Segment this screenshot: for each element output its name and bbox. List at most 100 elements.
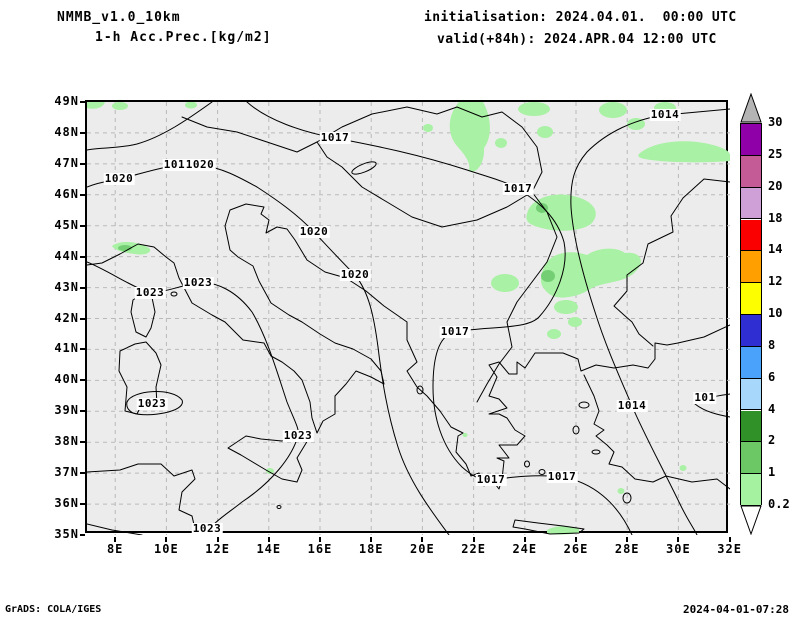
isobar-1014 bbox=[570, 108, 730, 535]
lat-tick-label: 41N bbox=[54, 341, 79, 356]
lat-tick-label: 43N bbox=[54, 279, 79, 294]
island-corfu bbox=[416, 385, 424, 395]
lon-tick-mark bbox=[370, 537, 373, 542]
lat-tick-label: 46N bbox=[54, 186, 79, 201]
lon-tick-label: 32E bbox=[717, 542, 742, 556]
lat-tick-label: 42N bbox=[54, 310, 79, 325]
lon-tick-label: 8E bbox=[106, 542, 124, 556]
lon-tick-label: 12E bbox=[205, 542, 230, 556]
lon-tick-mark bbox=[421, 537, 424, 542]
island-naxos bbox=[538, 469, 546, 475]
contour-label-1020: 1020 bbox=[103, 172, 135, 185]
lat-tick-mark bbox=[80, 317, 85, 320]
coast-italy bbox=[87, 203, 730, 490]
contour-label-1020: 1020 bbox=[298, 225, 330, 238]
colorbar-body bbox=[740, 123, 762, 506]
valid-time: valid(+84h): 2024.APR.04 12:00 UTC bbox=[437, 32, 717, 47]
colorbar-value-label: 18 bbox=[768, 210, 783, 225]
colorbar-value-label: 30 bbox=[768, 115, 783, 129]
coastlines bbox=[87, 178, 730, 535]
colorbar-segment bbox=[741, 155, 761, 188]
lon-tick-label: 26E bbox=[563, 542, 589, 556]
coast-corsica bbox=[130, 287, 156, 338]
lat-tick-mark bbox=[80, 379, 85, 382]
contour-label-1023: 1023 bbox=[134, 286, 166, 299]
colorbar-value-label: 10 bbox=[768, 306, 783, 320]
lon-tick-label: 18E bbox=[358, 542, 384, 556]
lon-tick-mark bbox=[216, 537, 219, 542]
lon-tick-mark bbox=[267, 537, 270, 542]
colorbar-value-label: 1 bbox=[768, 465, 776, 480]
creation-timestamp: 2024-04-01-07:28 bbox=[683, 603, 789, 616]
colorbar-segment bbox=[741, 219, 761, 252]
island-andros bbox=[524, 460, 530, 468]
colorbar-segment bbox=[741, 251, 761, 284]
contour-label-1023: 1023 bbox=[182, 276, 214, 289]
lon-tick-mark bbox=[523, 537, 526, 542]
grads-credit: GrADS: COLA/IGES bbox=[5, 604, 102, 615]
island-lesbos bbox=[578, 401, 590, 409]
isobar-1023-loop bbox=[126, 391, 183, 416]
colorbar-segment bbox=[741, 410, 761, 443]
lat-tick-label: 35N bbox=[54, 527, 79, 541]
colorbar-bottom-arrow bbox=[740, 505, 762, 535]
country-borders bbox=[181, 106, 558, 403]
lat-tick-mark bbox=[80, 503, 85, 506]
lon-tick-label: 20E bbox=[410, 542, 435, 556]
contour-label-1023: 1023 bbox=[191, 522, 223, 535]
contour-label-1017: 1017 bbox=[439, 325, 471, 338]
colorbar-value-label: 25 bbox=[768, 146, 783, 161]
coast-sicily bbox=[227, 434, 312, 483]
lon-tick-label: 24E bbox=[512, 542, 538, 556]
colorbar-value-label: 12 bbox=[768, 274, 783, 289]
contour-label-1023: 1023 bbox=[282, 429, 314, 442]
lat-tick-label: 49N bbox=[54, 94, 79, 108]
colorbar-value-label: 20 bbox=[768, 178, 783, 193]
contour-label-1020: 1020 bbox=[339, 268, 371, 281]
contour-label-1014: 1014 bbox=[616, 399, 648, 412]
lat-tick-mark bbox=[80, 472, 85, 475]
lat-tick-mark bbox=[80, 255, 85, 258]
lon-tick-mark bbox=[319, 537, 321, 542]
lat-tick-mark bbox=[80, 441, 85, 444]
coast-crete bbox=[512, 519, 585, 535]
lat-tick-mark bbox=[80, 410, 85, 413]
isobar-1017-topleft bbox=[87, 102, 213, 151]
colorbar-segment bbox=[741, 283, 761, 315]
lat-tick-label: 47N bbox=[54, 155, 79, 170]
lat-tick-mark bbox=[80, 193, 85, 196]
colorbar-segment bbox=[741, 378, 761, 411]
lon-tick-mark bbox=[472, 537, 475, 542]
border-slovenia bbox=[181, 116, 318, 153]
colorbar-segment bbox=[741, 474, 761, 506]
lat-tick-label: 45N bbox=[54, 217, 79, 232]
coast-black-sea-west bbox=[613, 178, 730, 347]
model-name: NMMB_v1.0_10km bbox=[57, 10, 181, 25]
coast-north-africa bbox=[87, 463, 198, 535]
lat-tick-label: 38N bbox=[54, 434, 79, 449]
contour-label-1017: 1017 bbox=[475, 473, 507, 486]
isobar-right-edge bbox=[694, 393, 730, 418]
island-malta bbox=[276, 505, 282, 509]
lat-tick-label: 48N bbox=[54, 124, 79, 139]
colorbar-segment bbox=[741, 187, 761, 220]
lat-tick-mark bbox=[80, 101, 85, 103]
lon-tick-label: 30E bbox=[666, 542, 691, 556]
lat-tick-label: 36N bbox=[54, 496, 79, 511]
lon-tick-mark bbox=[677, 537, 680, 542]
colorbar-value-label: 0.2 bbox=[768, 497, 790, 511]
lon-tick-mark bbox=[165, 537, 168, 542]
colorbar-value-label: 8 bbox=[768, 337, 776, 352]
lon-tick-label: 22E bbox=[461, 542, 486, 556]
island-samos bbox=[591, 449, 601, 455]
contour-label-1017: 1017 bbox=[502, 182, 534, 195]
colorbar-segment bbox=[741, 124, 761, 156]
contour-label-1014: 1014 bbox=[649, 108, 681, 121]
island-rhodes bbox=[622, 492, 632, 504]
colorbar-value-label: 4 bbox=[768, 401, 776, 416]
contour-label-101: 101 bbox=[693, 391, 717, 404]
initialisation-time: initialisation: 2024.04.01. 00:00 UTC bbox=[424, 10, 737, 25]
lon-tick-mark bbox=[626, 537, 629, 542]
lat-tick-mark bbox=[80, 534, 85, 536]
colorbar-value-label: 2 bbox=[768, 433, 776, 448]
